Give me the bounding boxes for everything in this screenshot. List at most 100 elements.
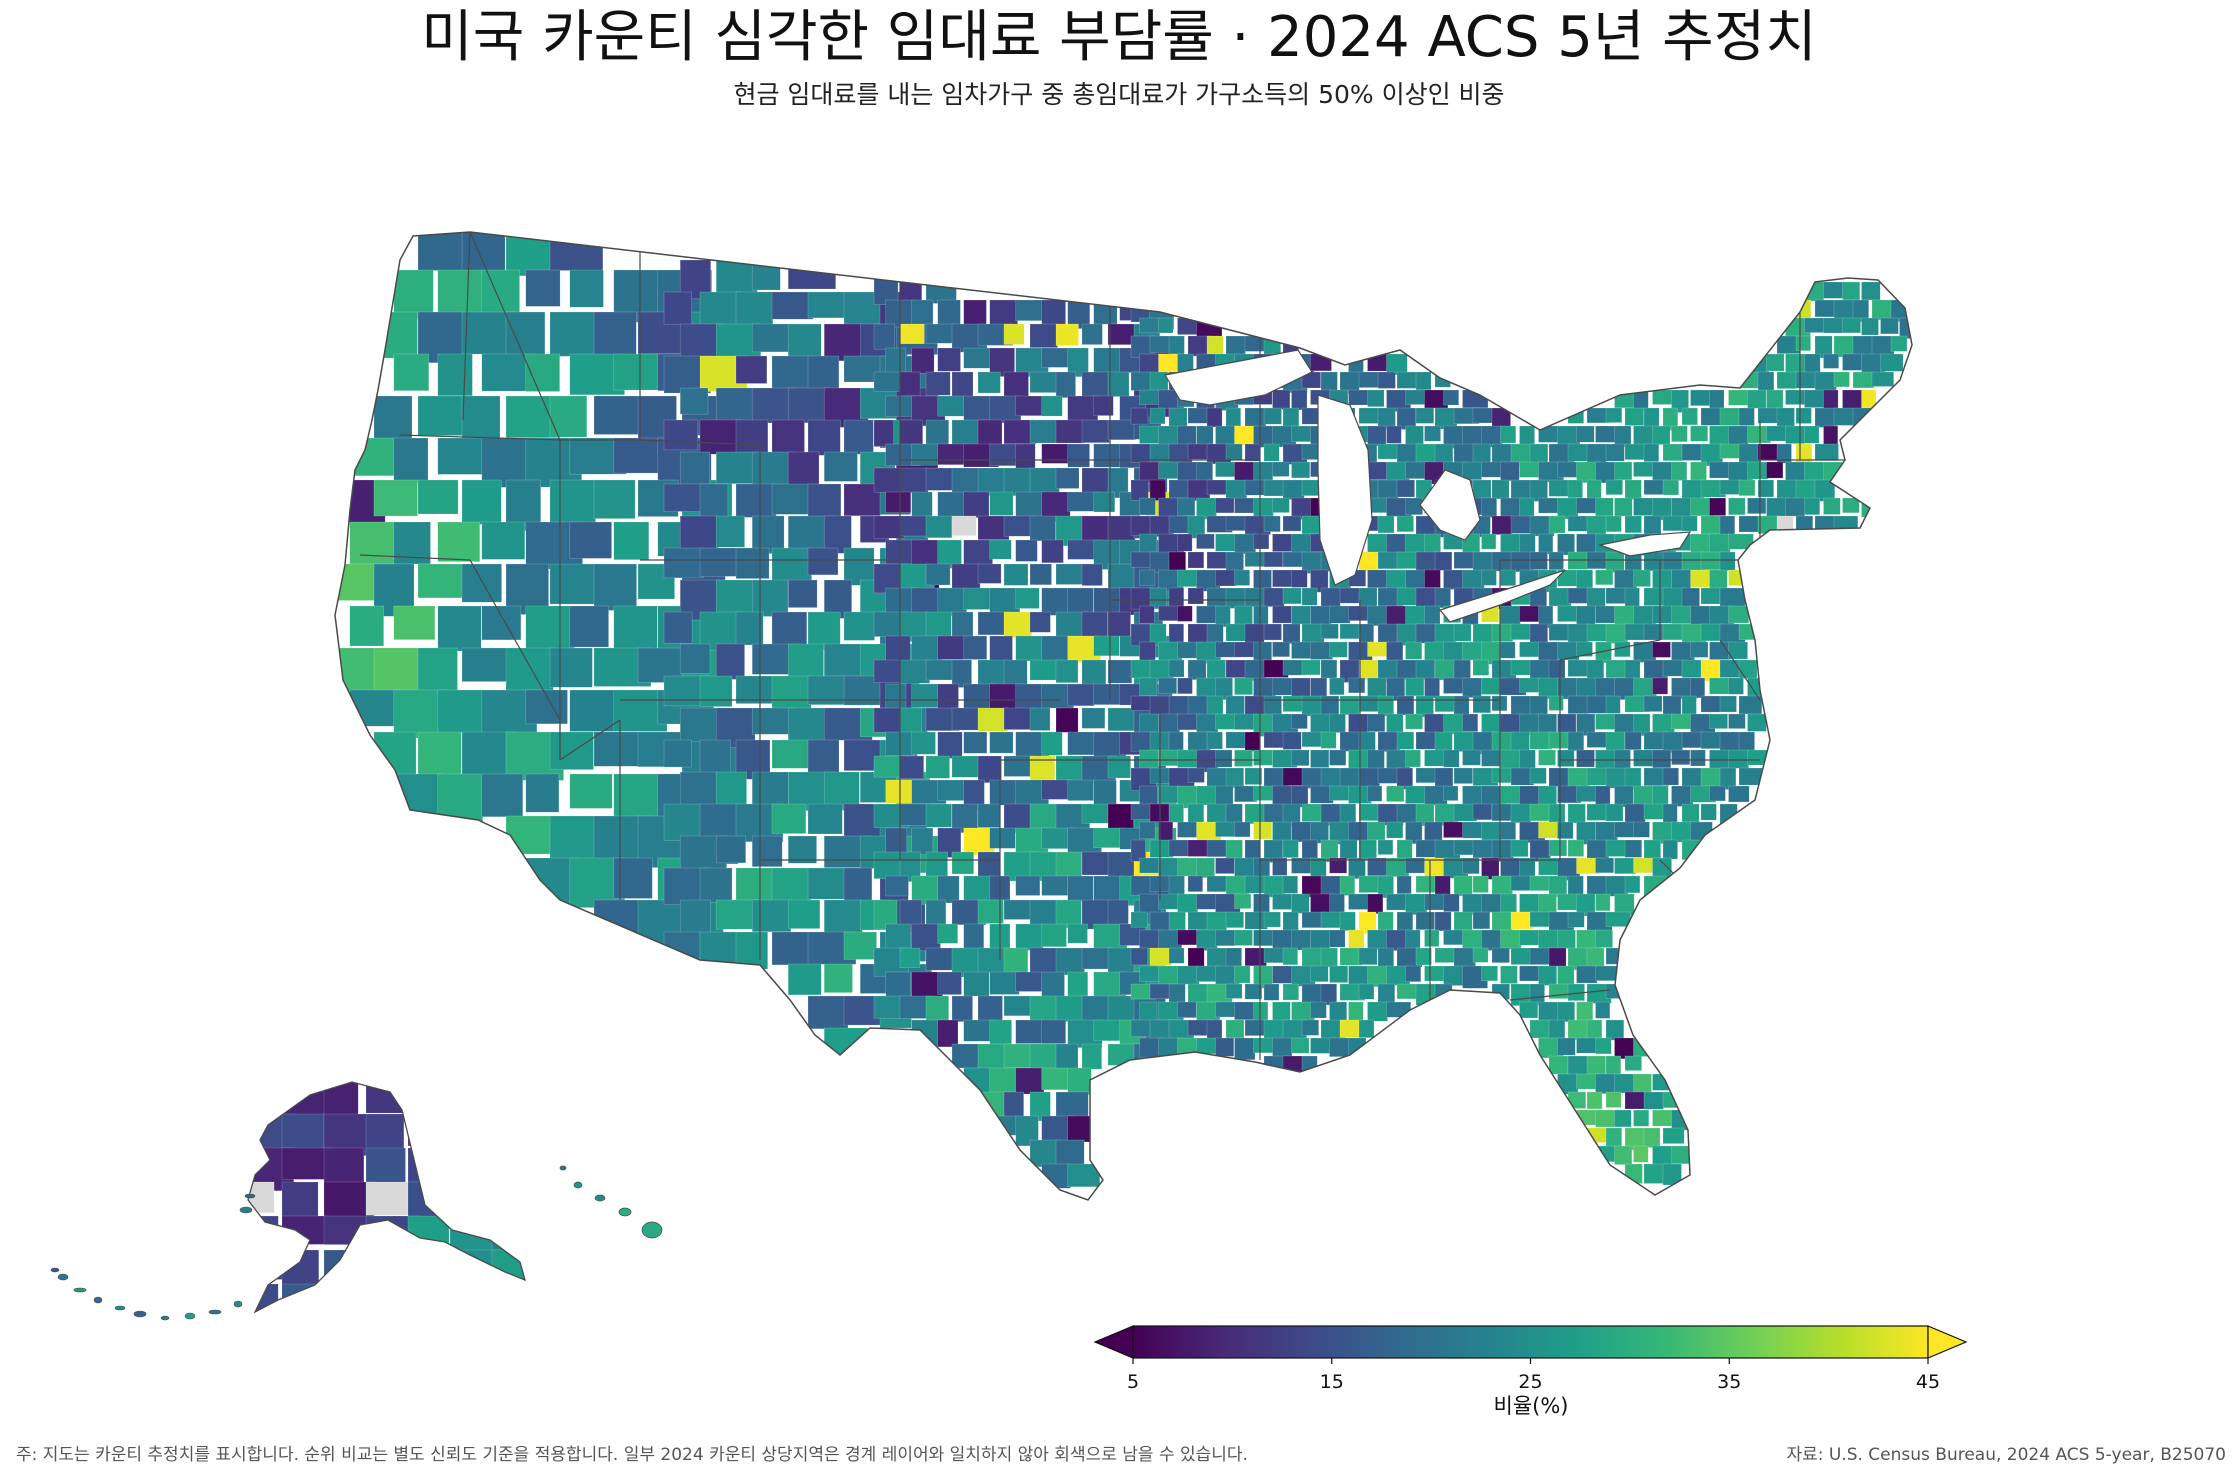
county-cell xyxy=(1158,425,1181,446)
county-cell xyxy=(1139,677,1158,696)
county-cell xyxy=(925,611,952,641)
county-cell xyxy=(1662,659,1684,677)
county-cell xyxy=(1747,677,1769,699)
county-cell xyxy=(1424,893,1447,911)
county-cell xyxy=(1671,605,1691,625)
county-cell xyxy=(1709,641,1732,660)
county-cell xyxy=(885,635,911,665)
county-cell xyxy=(1557,461,1577,478)
county-cell xyxy=(1206,839,1229,858)
county-cell xyxy=(899,803,928,826)
county-cell xyxy=(885,683,907,711)
county-cell xyxy=(1519,965,1541,982)
county-cell xyxy=(1225,479,1248,499)
county-cell xyxy=(1472,695,1491,714)
county-cell xyxy=(1538,533,1554,555)
county-cell xyxy=(925,899,947,929)
county-cell xyxy=(1738,407,1755,426)
county-cell xyxy=(1576,749,1595,768)
county-cell xyxy=(1415,947,1432,966)
county-cell xyxy=(1529,695,1548,717)
county-cell xyxy=(1643,443,1660,462)
county-cell xyxy=(1187,767,1205,783)
county-cell xyxy=(1567,479,1583,499)
county-cell xyxy=(1081,851,1110,876)
county-cell xyxy=(1405,893,1428,916)
county-cell xyxy=(679,771,718,807)
county-cell xyxy=(1015,1067,1045,1095)
county-cell xyxy=(1557,965,1575,985)
county-cell xyxy=(1396,659,1419,680)
borough-cell xyxy=(323,1215,367,1245)
county-cell xyxy=(1367,821,1386,841)
county-cell xyxy=(393,773,444,815)
county-cell xyxy=(1244,983,1263,1000)
county-cell xyxy=(1301,659,1321,676)
county-cell xyxy=(807,739,840,776)
county-cell xyxy=(549,731,594,770)
county-cell xyxy=(1633,1109,1650,1127)
county-cell xyxy=(989,587,1021,614)
county-cell xyxy=(1263,983,1280,1001)
county-cell xyxy=(1557,1037,1576,1056)
county-cell xyxy=(1081,947,1113,970)
county-cell xyxy=(437,773,484,825)
county-cell xyxy=(1595,929,1613,948)
county-cell xyxy=(1244,731,1260,752)
county-cell xyxy=(1719,731,1740,753)
county-cell xyxy=(911,731,936,755)
county-cell xyxy=(1225,731,1246,749)
county-cell xyxy=(1158,893,1181,910)
county-cell xyxy=(1500,569,1516,586)
county-cell xyxy=(505,647,554,691)
colorbar-tick-label: 15 xyxy=(1320,1371,1344,1393)
county-cell xyxy=(1709,713,1728,729)
county-cell xyxy=(1823,425,1839,447)
county-cell xyxy=(1624,407,1645,426)
county-cell xyxy=(1158,857,1180,878)
county-cell xyxy=(1823,353,1839,369)
county-cell xyxy=(937,971,962,995)
county-cell xyxy=(1586,587,1606,609)
borough-cell xyxy=(491,1181,525,1217)
county-cell xyxy=(1652,785,1669,806)
county-cell xyxy=(1671,749,1691,765)
contiguous-us-map xyxy=(334,231,1913,1201)
county-cell xyxy=(1481,965,1498,982)
county-cell xyxy=(1424,677,1440,699)
county-cell xyxy=(1880,317,1899,335)
county-cell xyxy=(1605,695,1621,714)
county-cell xyxy=(873,899,898,930)
county-cell xyxy=(1130,479,1149,501)
county-cell xyxy=(1329,749,1347,766)
county-cell xyxy=(1358,983,1375,1000)
county-cell xyxy=(1510,803,1532,823)
county-cell xyxy=(1776,371,1798,389)
county-cell xyxy=(1614,461,1633,481)
county-cell xyxy=(1130,371,1152,391)
county-cell xyxy=(1041,1019,1066,1044)
county-cell xyxy=(1804,425,1820,444)
county-cell xyxy=(1339,911,1356,931)
county-cell xyxy=(1301,479,1321,496)
county-cell xyxy=(1234,929,1253,946)
county-cell xyxy=(951,851,974,875)
county-cell xyxy=(1367,857,1388,877)
county-cell xyxy=(963,491,990,519)
county-cell xyxy=(1196,533,1215,549)
borough-cell xyxy=(450,1318,493,1350)
county-cell xyxy=(1215,533,1237,552)
county-cell xyxy=(1757,479,1774,498)
county-cell xyxy=(751,515,785,554)
county-cell xyxy=(1700,803,1717,821)
county-cell xyxy=(735,355,768,384)
county-cell xyxy=(937,347,961,372)
island xyxy=(73,1287,87,1293)
county-cell xyxy=(1747,749,1772,766)
county-cell xyxy=(1481,893,1501,913)
county-cell xyxy=(1225,443,1243,461)
county-cell xyxy=(1253,605,1269,627)
county-cell xyxy=(699,483,729,523)
county-cell xyxy=(1158,677,1177,694)
county-cell xyxy=(1253,821,1272,840)
